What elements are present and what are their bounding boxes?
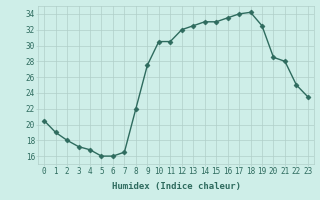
X-axis label: Humidex (Indice chaleur): Humidex (Indice chaleur): [111, 182, 241, 191]
